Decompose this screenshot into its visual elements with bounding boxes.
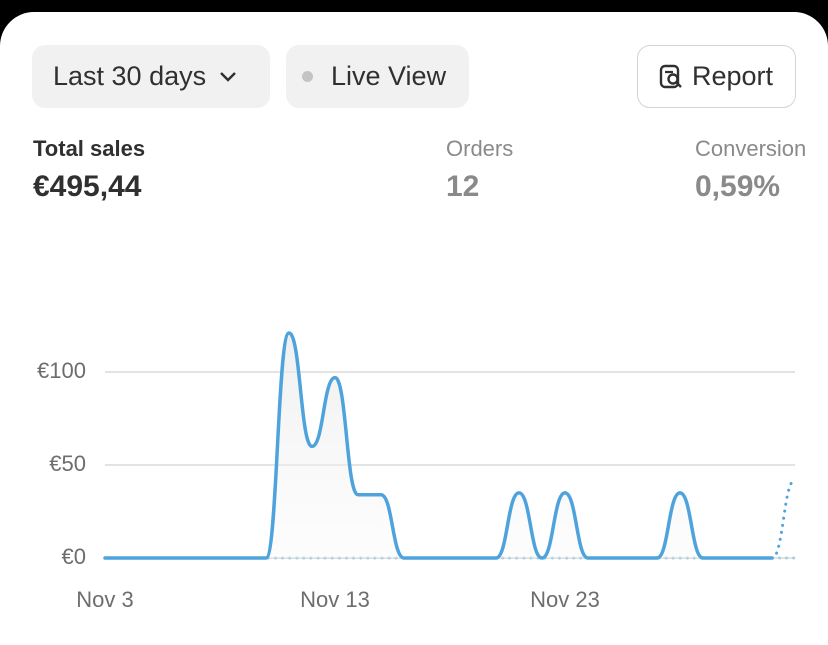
report-label: Report: [692, 61, 774, 91]
x-tick-label: Nov 3: [76, 587, 133, 612]
area: [105, 332, 772, 558]
live-view-button[interactable]: Live View: [286, 45, 469, 108]
metric: Orders 12: [446, 136, 513, 204]
live-dot: [302, 71, 313, 82]
report-icon: [659, 64, 682, 88]
y-tick-label: €100: [37, 358, 86, 383]
line: [770, 478, 797, 560]
card: Last 30 days Live View Report Total sale…: [0, 12, 828, 645]
y-tick-label: €50: [49, 451, 86, 476]
metric-label: Conversion: [695, 136, 807, 161]
line: [103, 331, 774, 560]
y-tick-label: €0: [62, 544, 86, 569]
range-button[interactable]: Last 30 days: [32, 45, 270, 108]
report-button[interactable]: Report: [637, 45, 796, 108]
metric: Conversion 0,59%: [695, 136, 806, 204]
metric-label: Total sales: [33, 136, 146, 161]
x-tick-label: Nov 23: [530, 587, 600, 612]
chevron: [220, 71, 236, 82]
metric-value: 0,59%: [695, 170, 781, 203]
live-label: Live View: [331, 61, 447, 91]
metric-value: 12: [446, 170, 480, 203]
range-label: Last 30 days: [53, 61, 207, 91]
metric-value: €495,44: [33, 170, 142, 203]
metric-label: Orders: [446, 136, 514, 161]
x-tick-label: Nov 13: [300, 587, 370, 612]
metric: Total sales €495,44: [33, 136, 145, 204]
chart: €0 €50 €100 Nov 3 Nov 13 Nov 23: [37, 331, 797, 612]
